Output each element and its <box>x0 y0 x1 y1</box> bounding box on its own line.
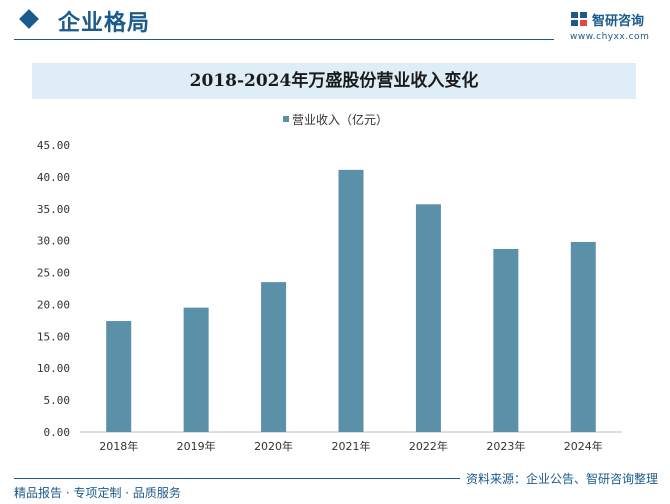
legend-label: 营业收入（亿元） <box>292 112 388 127</box>
y-tick-label: 15.00 <box>37 330 70 343</box>
x-tick-label: 2022年 <box>409 439 448 453</box>
x-tick-label: 2024年 <box>564 439 603 453</box>
y-tick-label: 0.00 <box>44 426 71 439</box>
x-tick-label: 2019年 <box>177 439 216 453</box>
footer-divider <box>14 478 656 479</box>
section-title: 企业格局 <box>58 11 151 36</box>
x-tick-label: 2023年 <box>486 439 525 453</box>
bar <box>261 282 287 432</box>
bar <box>493 248 519 432</box>
brand-name: 智研咨询 <box>592 14 645 29</box>
chart-title: 2018-2024年万盛股份营业收入变化 <box>189 71 479 91</box>
brand-logo-icon <box>571 12 587 26</box>
legend-swatch <box>283 116 289 122</box>
y-tick-label: 10.00 <box>37 362 70 375</box>
brand-url: www.chyxx.com <box>570 32 650 42</box>
brand: 智研咨询 www.chyxx.com <box>570 8 666 44</box>
bar <box>415 204 441 432</box>
y-tick-label: 30.00 <box>37 235 70 248</box>
y-tick-label: 45.00 <box>37 139 70 152</box>
source-note: 资料来源：企业公告、智研咨询整理 <box>459 470 658 487</box>
x-tick-label: 2018年 <box>99 439 138 453</box>
y-tick-label: 25.00 <box>37 267 70 280</box>
header-divider <box>14 39 554 40</box>
bar <box>338 169 364 432</box>
y-tick-label: 35.00 <box>37 203 70 216</box>
y-tick-label: 20.00 <box>37 298 70 311</box>
chart-title-band: 2018-2024年万盛股份营业收入变化 <box>32 63 636 99</box>
y-tick-label: 40.00 <box>37 171 70 184</box>
bar <box>106 321 132 432</box>
y-tick-label: 5.00 <box>44 394 71 407</box>
x-tick-label: 2021年 <box>332 439 371 453</box>
bar <box>183 307 209 432</box>
x-tick-label: 2020年 <box>254 439 293 453</box>
footer-tagline: 精品报告 · 专项定制 · 品质服务 <box>14 486 181 500</box>
bar <box>570 241 596 432</box>
header: 企业格局 智研咨询 www.chyxx.com <box>0 0 670 44</box>
